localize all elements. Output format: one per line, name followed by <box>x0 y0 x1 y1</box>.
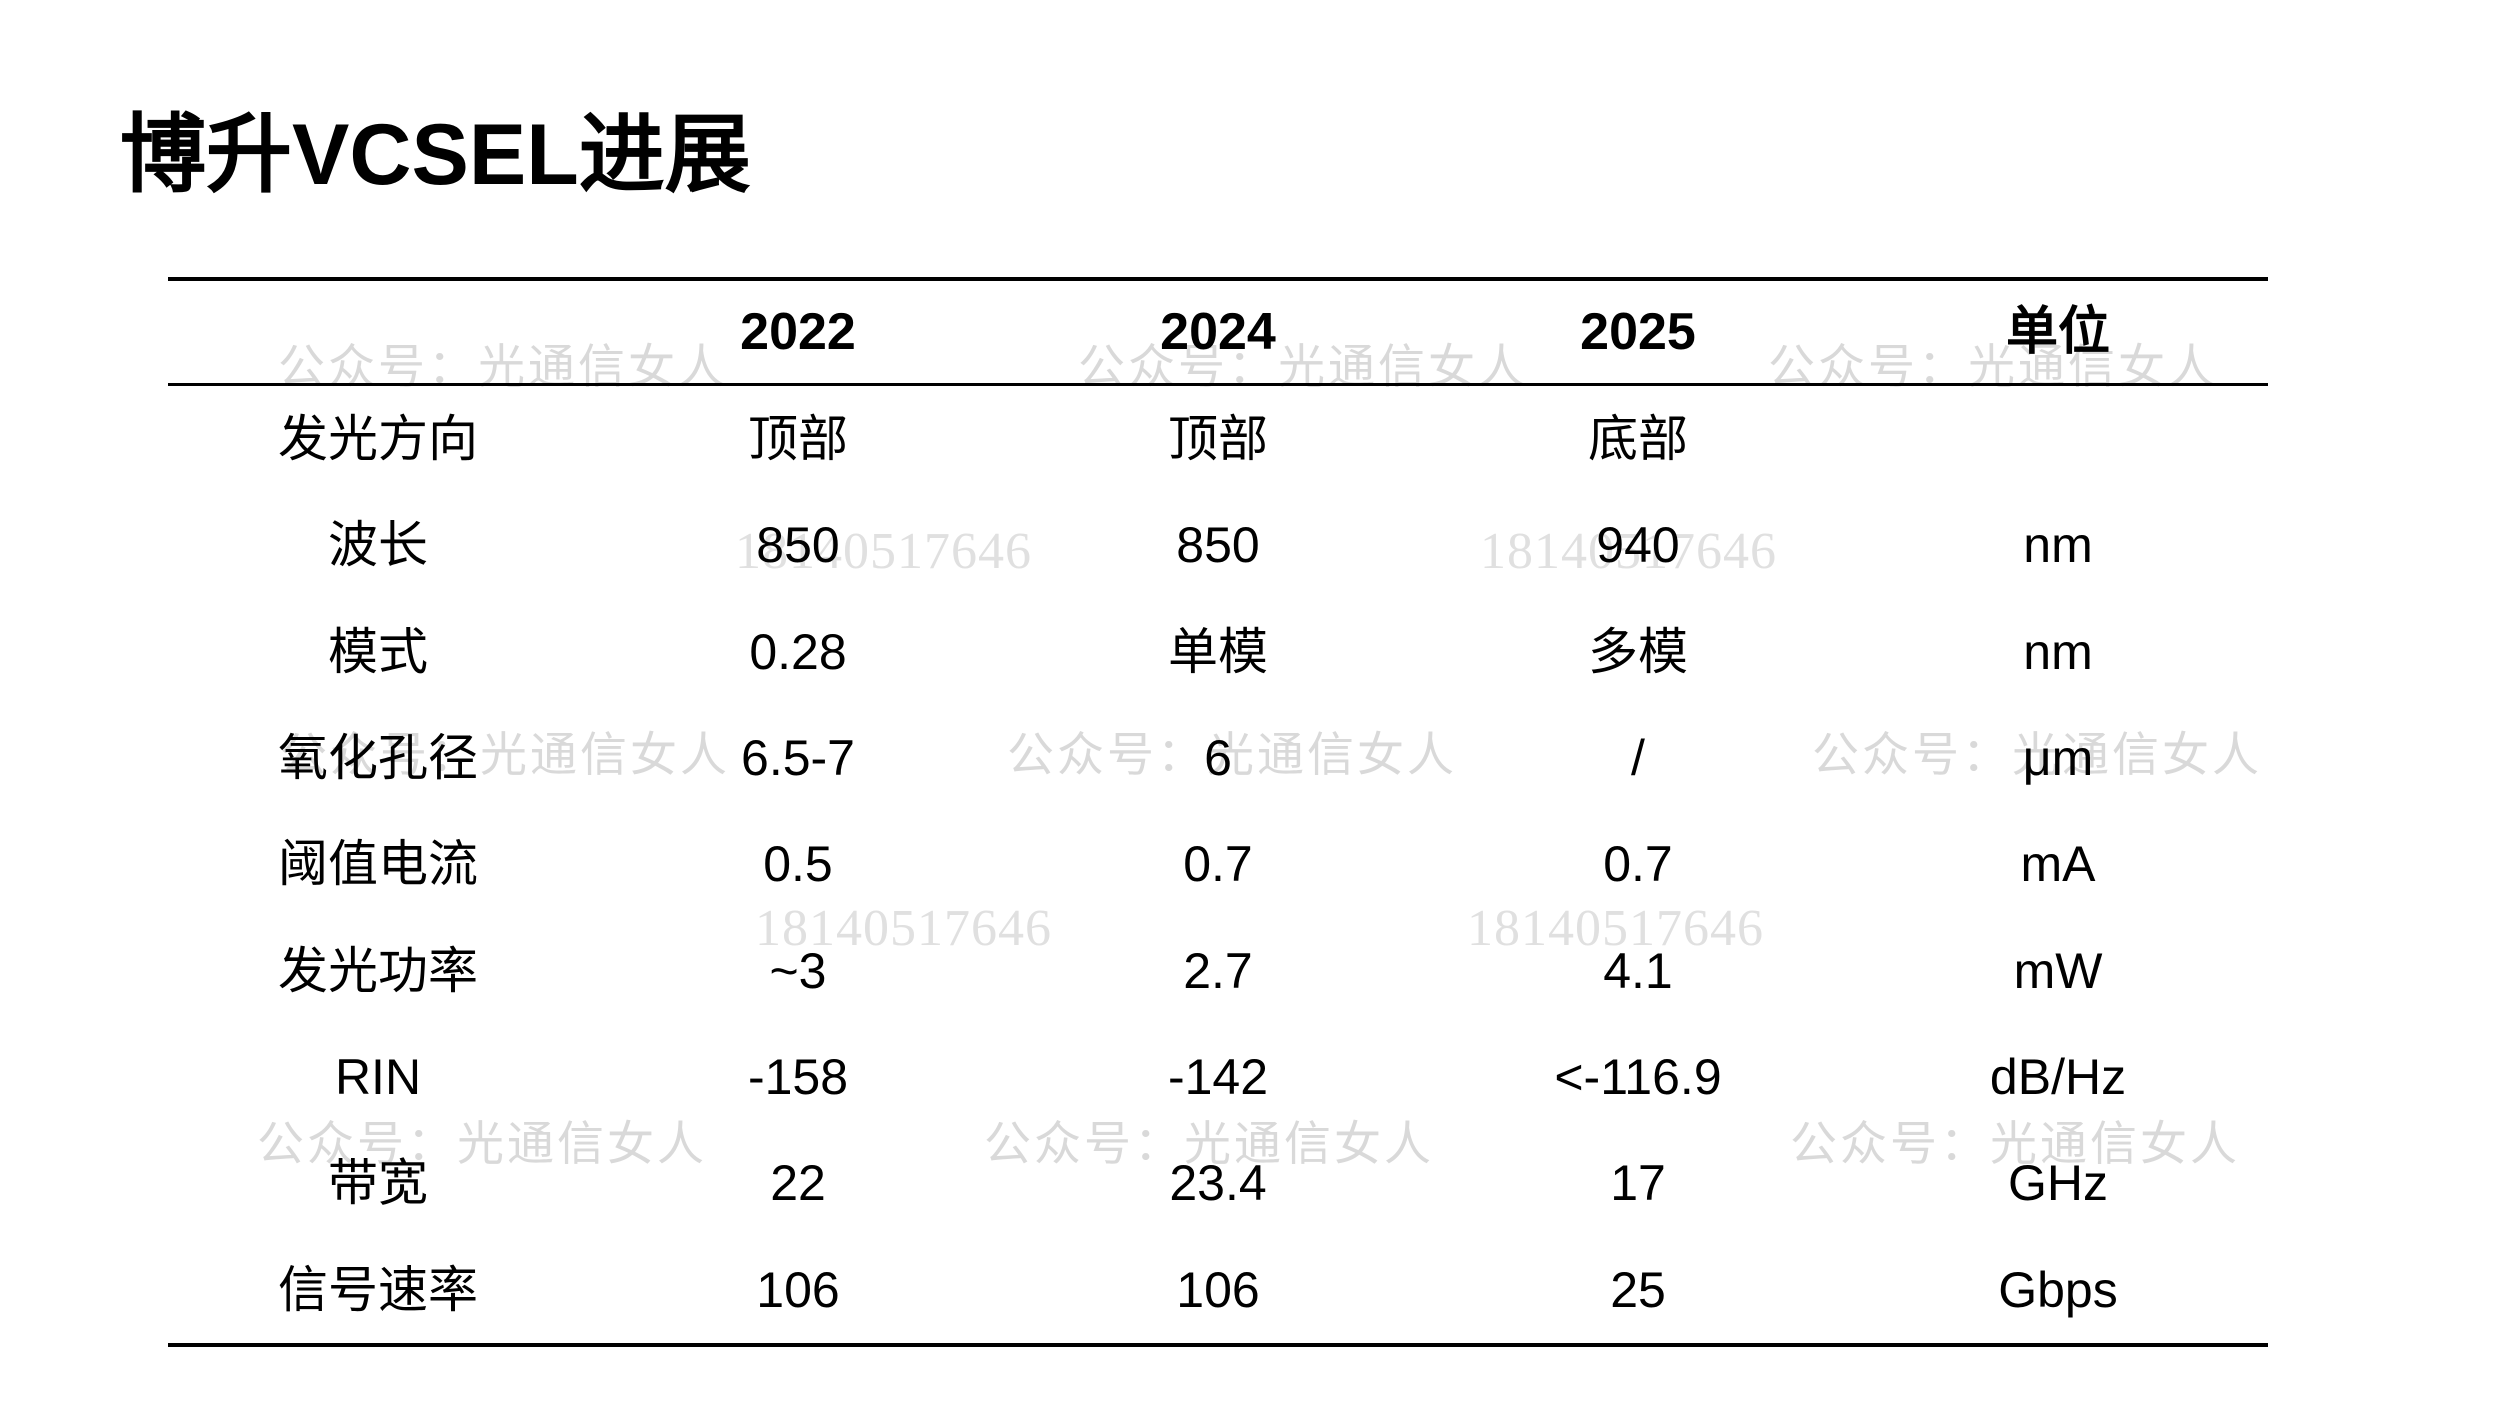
unit-value: mW <box>2013 942 2103 999</box>
value-2024: 顶部 <box>1168 411 1268 468</box>
value-2024: 单模 <box>1168 623 1268 680</box>
value-2022: 106 <box>756 1261 840 1318</box>
value-2022: ~3 <box>769 942 827 999</box>
row-label: 发光方向 <box>278 411 478 468</box>
table-row: 带宽 22 23.4 17 GHz <box>168 1130 2268 1236</box>
value-2025: 940 <box>1596 517 1680 574</box>
table-row: 信号速率 106 106 25 Gbps <box>168 1236 2268 1342</box>
row-label: 带宽 <box>328 1155 428 1212</box>
value-2025: <-116.9 <box>1554 1048 1722 1105</box>
table-row: 模式 0.28 单模 多模 nm <box>168 599 2268 705</box>
vcsel-progress-table: 2022 2024 2025 单位 发光方向 顶部 顶部 底部 波长 850 850 940 nm 模式… <box>168 277 2268 1347</box>
page-title: 博升VCSEL进展 <box>120 107 751 203</box>
table-row: 氧化孔径 6.5-7 6 / μm <box>168 705 2268 811</box>
row-label: 波长 <box>328 517 428 574</box>
value-2022: 850 <box>756 517 840 574</box>
value-2022: 0.28 <box>749 623 847 680</box>
value-2022: -158 <box>747 1048 849 1105</box>
row-label: 模式 <box>328 623 428 680</box>
unit-value: mA <box>2020 836 2096 893</box>
row-label: RIN <box>334 1048 422 1105</box>
column-header-year-2022: 2022 <box>740 303 856 361</box>
unit-value: GHz <box>2008 1155 2108 1212</box>
value-2025: 0.7 <box>1603 836 1673 893</box>
value-2024: 106 <box>1176 1261 1260 1318</box>
row-label: 阈值电流 <box>278 836 478 893</box>
row-label: 氧化孔径 <box>278 730 478 787</box>
value-2025: 25 <box>1610 1261 1666 1318</box>
value-2025: 17 <box>1610 1155 1666 1212</box>
value-2025: 4.1 <box>1603 942 1673 999</box>
value-2025: 底部 <box>1588 411 1688 468</box>
row-label: 发光功率 <box>278 942 478 999</box>
unit-value: nm <box>2023 517 2093 574</box>
table-top-border <box>168 277 2268 281</box>
table-bottom-border <box>168 1342 2268 1347</box>
value-2024: 6 <box>1204 730 1232 787</box>
table-row: 波长 850 850 940 nm <box>168 492 2268 598</box>
column-header-year-2024: 2024 <box>1160 303 1276 361</box>
column-header-unit: 单位 <box>2005 303 2110 361</box>
table-row: 发光方向 顶部 顶部 底部 <box>168 386 2268 492</box>
table-row: RIN -158 -142 <-116.9 dB/Hz <box>168 1024 2268 1130</box>
unit-value: μm <box>2022 730 2094 787</box>
unit-value: Gbps <box>1998 1261 2118 1318</box>
value-2025: 多模 <box>1588 623 1688 680</box>
row-label: 信号速率 <box>278 1261 478 1318</box>
value-2024: 850 <box>1176 517 1260 574</box>
value-2024: 23.4 <box>1169 1155 1267 1212</box>
column-header-year-2025: 2025 <box>1580 303 1696 361</box>
table-row: 阈值电流 0.5 0.7 0.7 mA <box>168 811 2268 917</box>
table-row: 发光功率 ~3 2.7 4.1 mW <box>168 917 2268 1023</box>
value-2024: 2.7 <box>1183 942 1253 999</box>
value-2022: 0.5 <box>763 836 833 893</box>
value-2022: 顶部 <box>748 411 848 468</box>
value-2022: 22 <box>770 1155 826 1212</box>
value-2022: 6.5-7 <box>741 730 855 787</box>
value-2024: 0.7 <box>1183 836 1253 893</box>
table-body: 发光方向 顶部 顶部 底部波长 850 850 940 nm 模式 0.28 单模 多模 nm 氧化孔径 6… <box>168 386 2268 1343</box>
unit-value: dB/Hz <box>1989 1048 2127 1105</box>
value-2025: / <box>1631 730 1645 787</box>
value-2024: -142 <box>1167 1048 1269 1105</box>
unit-value: nm <box>2023 623 2093 680</box>
table-header-divider <box>168 383 2268 386</box>
table-header-row: 2022 2024 2025 单位 <box>168 281 2268 383</box>
